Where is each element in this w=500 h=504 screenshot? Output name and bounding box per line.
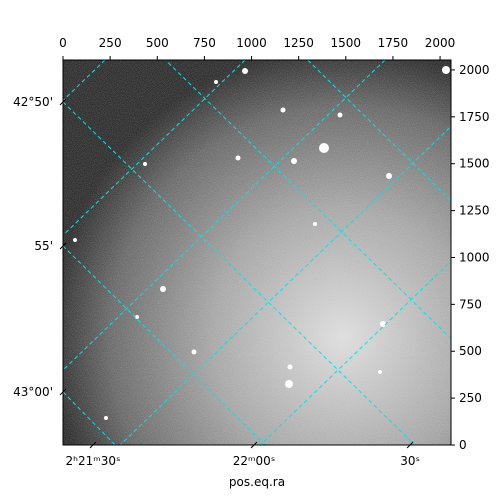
dec-tick [59, 388, 67, 396]
x-tick-label: 1750 [378, 36, 409, 50]
ra-tick-label: 22ᵐ00ˢ [233, 454, 276, 468]
y-tick-label: 500 [459, 344, 482, 358]
x-tick-label: 750 [193, 36, 216, 50]
x-tick-label: 500 [146, 36, 169, 50]
dec-tick [59, 98, 67, 106]
x-tick-label: 1250 [283, 36, 314, 50]
y-tick-label: 750 [459, 297, 482, 311]
coordinate-grid [63, 60, 451, 445]
dec-tick-label: 43°00' [13, 385, 53, 399]
plot-frame [62, 59, 452, 446]
x-tick-label: 2000 [425, 36, 456, 50]
dec-tick-label: 42°50' [13, 95, 53, 109]
sky-image [63, 60, 451, 445]
y-tick-label: 1000 [459, 250, 490, 264]
ra-tick [89, 441, 97, 449]
x-tick-label: 250 [99, 36, 122, 50]
ra-tick [250, 441, 258, 449]
y-tick-label: 2000 [459, 63, 490, 77]
dec-tick [59, 242, 67, 250]
y-tick-label: 0 [459, 438, 467, 452]
ra-tick-label: 30ˢ [400, 454, 420, 468]
y-tick-label: 1250 [459, 204, 490, 218]
y-tick-label: 1750 [459, 110, 490, 124]
ra-tick [406, 441, 414, 449]
x-tick-label: 0 [59, 36, 67, 50]
x-tick-label: 1500 [331, 36, 362, 50]
x-axis-label: pos.eq.ra [229, 475, 285, 489]
y-tick-label: 1500 [459, 157, 490, 171]
ra-tick-label: 2ʰ21ᵐ30ˢ [65, 454, 120, 468]
dec-tick-label: 55' [34, 239, 53, 253]
y-tick-label: 250 [459, 391, 482, 405]
x-tick-label: 1000 [236, 36, 267, 50]
